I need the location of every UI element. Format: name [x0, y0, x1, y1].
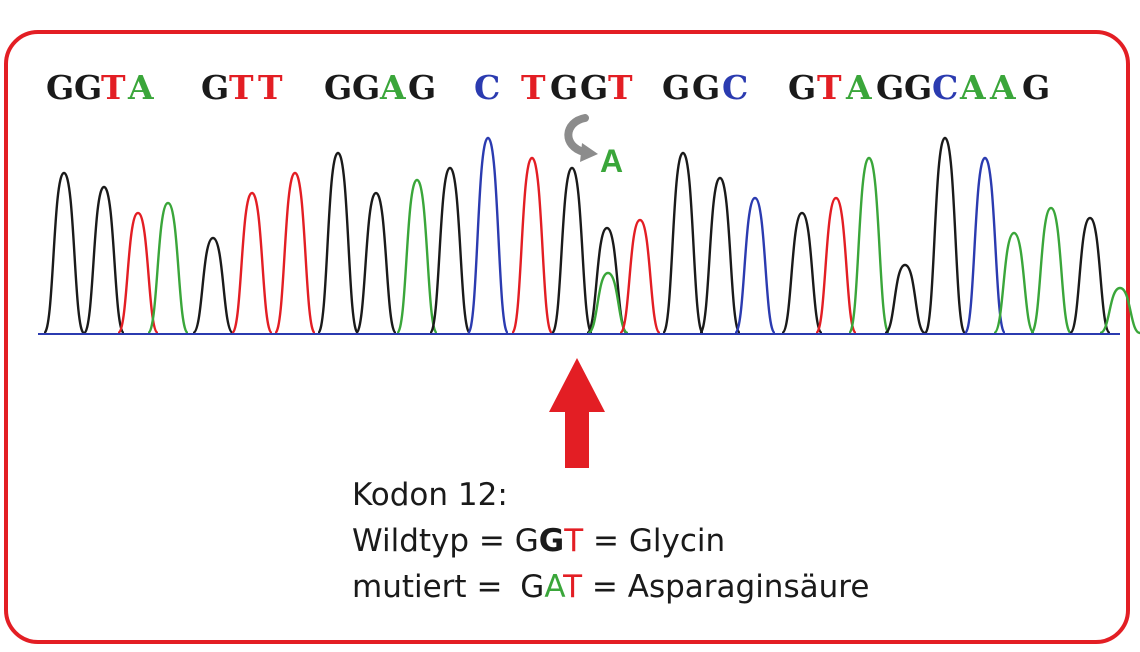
trace-peak-23	[847, 156, 891, 335]
mutant-prefix: mutiert =	[352, 569, 513, 605]
base-letter-21: T	[817, 68, 842, 107]
figure-frame	[4, 30, 1130, 644]
trace-peak-10	[395, 178, 439, 335]
codon-pointer-arrow	[549, 358, 605, 468]
base-letter-4: A	[128, 68, 154, 107]
base-letter-22: A	[846, 68, 872, 107]
base-letter-16: T	[608, 68, 633, 107]
base-letter-10: A	[380, 68, 406, 107]
caption: Kodon 12: Wildtyp = GGT = Glycin mutiert…	[352, 472, 869, 610]
trace-peak-14	[550, 166, 594, 335]
trace-peak-22	[814, 196, 858, 335]
trace-peak-1	[42, 171, 86, 335]
base-letter-6: T	[229, 68, 254, 107]
base-letter-8: G	[324, 68, 353, 107]
trace-peak-17	[618, 218, 662, 335]
base-letter-9: G	[352, 68, 381, 107]
trace-peak-5	[191, 236, 235, 335]
trace-peak-21	[780, 211, 824, 335]
trace-peak-28	[1029, 206, 1073, 335]
trace-peak-24	[884, 263, 926, 335]
wildtype-codon-3: T	[564, 523, 584, 559]
base-letter-18: G	[692, 68, 721, 107]
base-letter-3: T	[101, 68, 126, 107]
trace-peak-19	[698, 176, 742, 335]
mutant-suffix: = Asparaginsäure	[582, 569, 870, 605]
trace-peak-13	[510, 156, 554, 335]
base-letter-17: G	[662, 68, 691, 107]
trace-peak-6	[230, 191, 274, 335]
base-letter-14: G	[550, 68, 579, 107]
base-letter-23: G	[876, 68, 905, 107]
wildtype-prefix: Wildtyp =	[352, 523, 515, 559]
trace-peak-25	[923, 136, 967, 335]
base-letter-13: T	[521, 68, 546, 107]
base-letter-11: G	[408, 68, 437, 107]
caption-line-1: Kodon 12:	[352, 477, 508, 513]
base-letter-28: G	[1022, 68, 1051, 107]
trace-peak-29	[1068, 216, 1112, 335]
trace-peak-27	[992, 231, 1036, 335]
trace-peak-20	[733, 196, 777, 335]
mutant-codon-2: A	[544, 569, 564, 605]
base-letter-15: G	[580, 68, 609, 107]
mutation-base-label: A	[600, 143, 623, 179]
base-letter-25: C	[932, 68, 959, 107]
base-letter-12: C	[474, 68, 501, 107]
trace-peak-3	[116, 211, 160, 335]
base-letter-2: G	[74, 68, 103, 107]
base-letter-26: A	[960, 68, 986, 107]
trace-peak-8	[316, 151, 360, 335]
base-letter-27: A	[990, 68, 1016, 107]
mutant-codon-1: G	[520, 569, 545, 605]
trace-peak-18	[661, 151, 705, 335]
trace-peak-7	[273, 171, 317, 335]
trace-peak-16	[587, 271, 629, 335]
caption-line-3: mutiert = GAT = Asparaginsäure	[352, 564, 869, 610]
trace-peak-11	[428, 166, 472, 335]
substitution-curl-arrow	[564, 114, 589, 156]
trace-peak-30	[1099, 286, 1140, 335]
caption-line-2: Wildtyp = GGT = Glycin	[352, 518, 869, 564]
wildtype-suffix: = Glycin	[583, 523, 726, 559]
base-letter-7: T	[258, 68, 283, 107]
curl-arrowhead	[580, 143, 598, 162]
wildtype-codon-1: G	[514, 523, 539, 559]
trace-peak-4	[146, 201, 190, 335]
base-letter-24: G	[904, 68, 933, 107]
trace-peak-12	[466, 136, 510, 335]
wildtype-codon-2: G	[538, 523, 565, 559]
base-letter-5: G	[201, 68, 230, 107]
trace-peak-9	[354, 191, 398, 335]
trace-peak-26	[963, 156, 1007, 335]
trace-peak-2	[82, 185, 126, 335]
base-letter-1: G	[46, 68, 75, 107]
base-letter-19: C	[722, 68, 749, 107]
base-letter-20: G	[788, 68, 817, 107]
mutant-codon-3: T	[563, 569, 583, 605]
